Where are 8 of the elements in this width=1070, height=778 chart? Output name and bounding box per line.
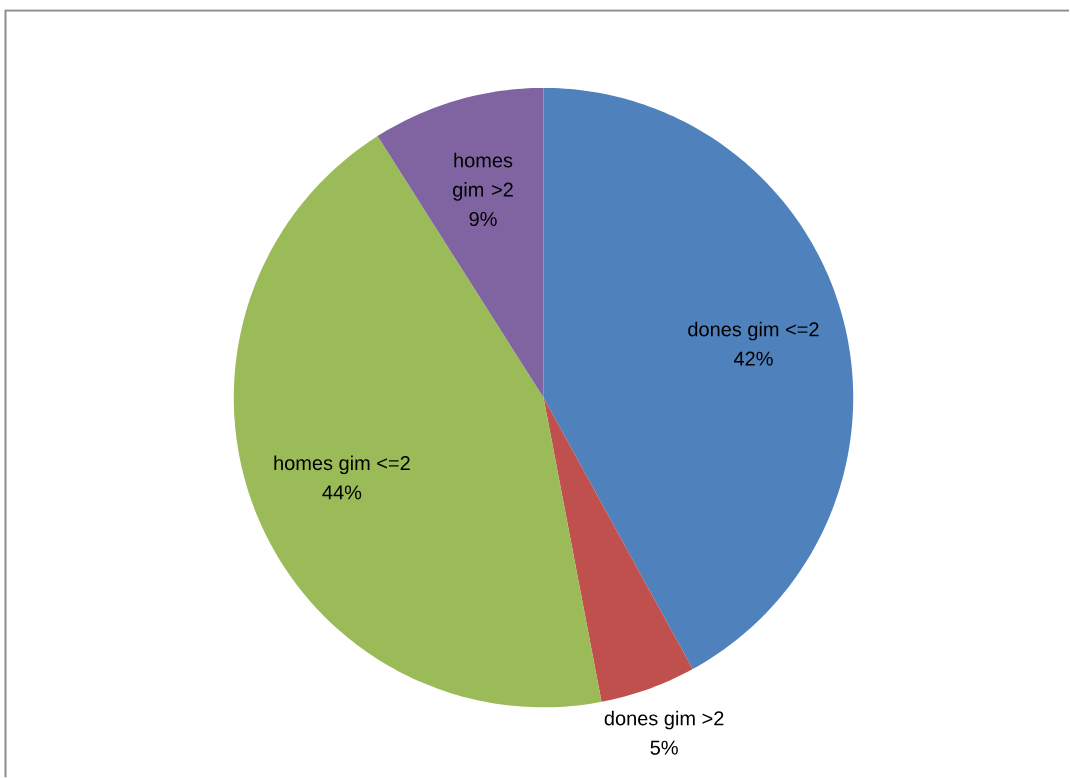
- slice-label: homes gim >2: [453, 152, 513, 201]
- slice-label: dones gim >2: [604, 710, 724, 730]
- data-label: 44%: [322, 485, 362, 500]
- data-label: 5%: [650, 740, 678, 755]
- slice-label: dones gim <=2: [688, 321, 819, 341]
- data-label: 9%: [469, 211, 497, 226]
- data-label: 42%: [733, 351, 773, 366]
- slice-label: homes gim <=2: [274, 455, 410, 474]
